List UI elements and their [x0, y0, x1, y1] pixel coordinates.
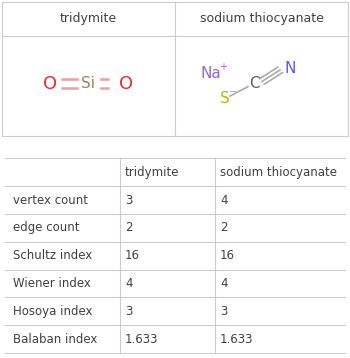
Text: 16: 16: [125, 249, 140, 262]
Text: +: +: [219, 62, 227, 72]
Text: tridymite: tridymite: [60, 12, 117, 25]
Text: 2: 2: [220, 221, 228, 234]
Text: 16: 16: [220, 249, 235, 262]
Text: N: N: [284, 62, 295, 76]
Text: 1.633: 1.633: [220, 333, 253, 345]
Text: 2: 2: [125, 221, 133, 234]
Text: Wiener index: Wiener index: [13, 277, 91, 290]
Text: Schultz index: Schultz index: [13, 249, 92, 262]
Text: 3: 3: [125, 305, 132, 318]
Text: sodium thiocyanate: sodium thiocyanate: [220, 166, 337, 179]
Text: sodium thiocyanate: sodium thiocyanate: [200, 12, 324, 25]
Text: 3: 3: [220, 305, 228, 318]
Text: C: C: [249, 76, 259, 91]
Text: Balaban index: Balaban index: [13, 333, 97, 345]
Text: vertex count: vertex count: [13, 194, 88, 207]
Text: −: −: [229, 87, 237, 97]
Text: Na: Na: [200, 66, 221, 81]
Text: O: O: [43, 74, 57, 92]
Text: tridymite: tridymite: [125, 166, 180, 179]
Text: Si: Si: [81, 76, 95, 91]
Text: edge count: edge count: [13, 221, 79, 234]
Text: 3: 3: [125, 194, 132, 207]
Text: 4: 4: [125, 277, 133, 290]
Text: 1.633: 1.633: [125, 333, 159, 345]
Text: 4: 4: [220, 277, 228, 290]
Text: S: S: [220, 91, 230, 106]
Text: Hosoya index: Hosoya index: [13, 305, 92, 318]
Text: O: O: [119, 74, 133, 92]
Text: 4: 4: [220, 194, 228, 207]
